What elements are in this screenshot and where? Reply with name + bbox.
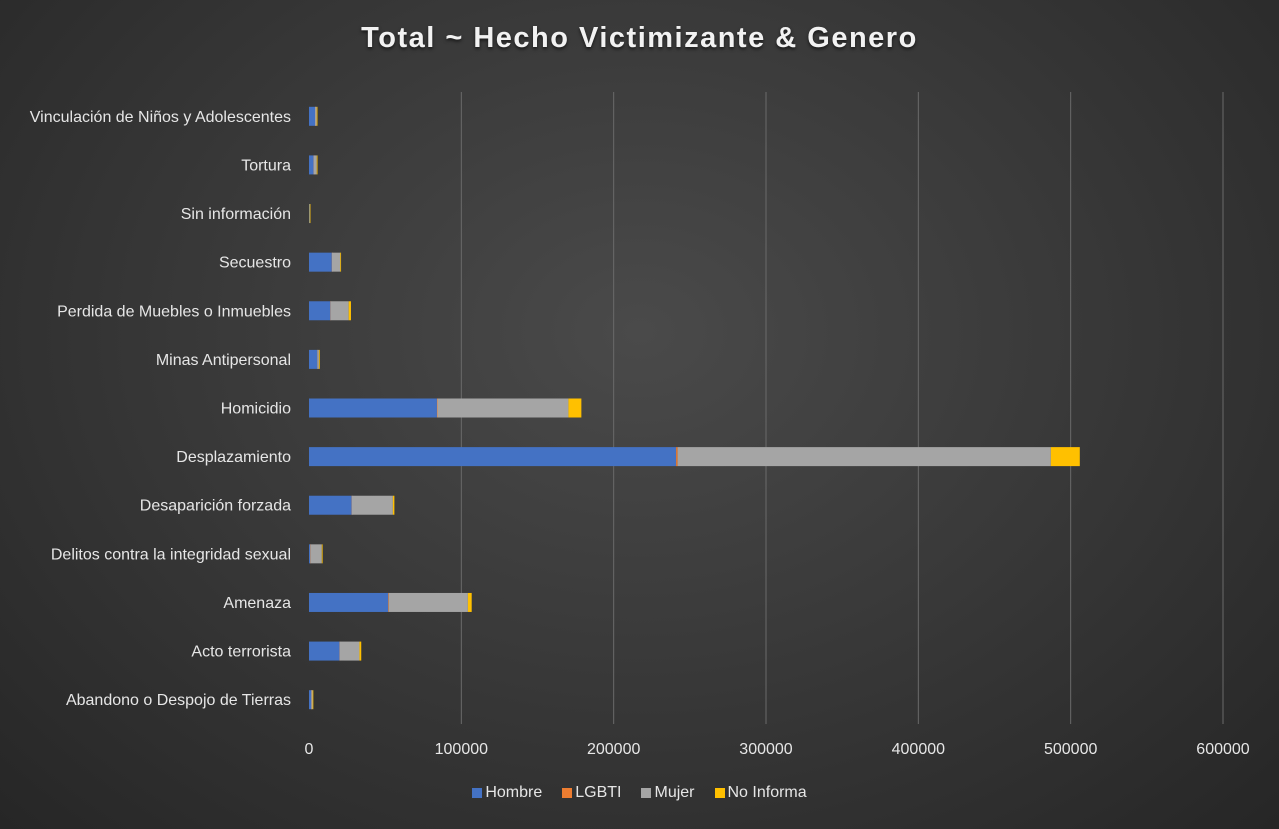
bar-segment (392, 495, 395, 515)
category-label: Homicidio (221, 401, 291, 418)
bar-segment (309, 155, 314, 175)
bar-segment (311, 690, 313, 710)
bar-segment (388, 592, 390, 612)
legend-item: Mujer (641, 784, 695, 802)
legend-item: No Informa (714, 784, 807, 802)
x-tick-label: 100000 (435, 741, 488, 758)
bar-segment (467, 592, 472, 612)
category-label: Delitos contra la integridad sexual (51, 546, 291, 563)
bar-segment (316, 106, 318, 126)
bar-segment (309, 544, 311, 564)
legend-label: Hombre (485, 784, 543, 801)
bar-segment (309, 106, 316, 126)
chart-title: Total ~ Hecho Victimizante & Genero (361, 22, 918, 54)
legend-label: Mujer (654, 784, 695, 801)
bar-segment (340, 252, 342, 272)
bar-segment (317, 349, 319, 369)
legend-label: LGBTI (575, 784, 622, 801)
category-label: Vinculación de Niños y Adolescentes (30, 109, 291, 126)
category-label: Abandono o Despojo de Tierras (66, 692, 291, 709)
bar-segment (310, 544, 322, 564)
category-label: Amenaza (223, 595, 291, 612)
bar-segment (436, 398, 438, 418)
bar-segment (359, 641, 362, 661)
bar-segment (568, 398, 582, 418)
bar-segment (309, 349, 318, 369)
category-label: Desaparición forzada (140, 498, 291, 515)
bar-segment (309, 592, 389, 612)
bar-segment (309, 204, 310, 224)
legend-label: No Informa (727, 784, 807, 801)
bar-segment (309, 252, 332, 272)
x-tick-label: 0 (305, 741, 314, 758)
bar-segment (309, 447, 677, 467)
bar-segment (316, 155, 318, 175)
bar-segment (318, 349, 320, 369)
legend-item: Hombre (472, 784, 542, 802)
bar-segment (1050, 447, 1080, 467)
bar-segment (309, 398, 437, 418)
bar-segment (312, 690, 314, 710)
bar-segment (331, 252, 341, 272)
bar-segment (348, 301, 351, 321)
category-label: Secuestro (219, 255, 291, 272)
x-tick-label: 200000 (587, 741, 640, 758)
category-label: Acto terrorista (191, 644, 291, 661)
bar-segment (351, 495, 393, 515)
category-label: Sin información (181, 206, 291, 223)
bar-segment (309, 204, 311, 224)
x-tick-label: 600000 (1196, 741, 1249, 758)
bar-segment (313, 155, 317, 175)
bar-segment (388, 592, 468, 612)
bar-segment (330, 301, 349, 321)
bar-segment (321, 544, 323, 564)
category-label: Perdida de Muebles o Inmuebles (57, 303, 291, 320)
bar-segment (309, 690, 312, 710)
bar-segment (676, 447, 678, 467)
category-label: Tortura (241, 157, 291, 174)
legend-swatch (641, 788, 652, 798)
category-label: Desplazamiento (176, 449, 291, 466)
bar-segment (309, 301, 331, 321)
bar-segment (339, 641, 360, 661)
legend-swatch (714, 788, 725, 798)
category-label: Minas Antipersonal (156, 352, 291, 369)
bar-segment (309, 495, 352, 515)
legend-item: LGBTI (562, 784, 621, 802)
x-tick-label: 500000 (1044, 741, 1097, 758)
legend-swatch (472, 788, 483, 798)
legend-swatch (562, 788, 573, 798)
x-tick-label: 400000 (892, 741, 945, 758)
bar-segment (437, 398, 569, 418)
x-tick-label: 300000 (739, 741, 792, 758)
bar-segment (677, 447, 1051, 467)
bar-segment (315, 106, 317, 126)
chart-legend: Hombre LGBTI Mujer No Informa (0, 784, 1279, 802)
bar-segment (309, 641, 340, 661)
